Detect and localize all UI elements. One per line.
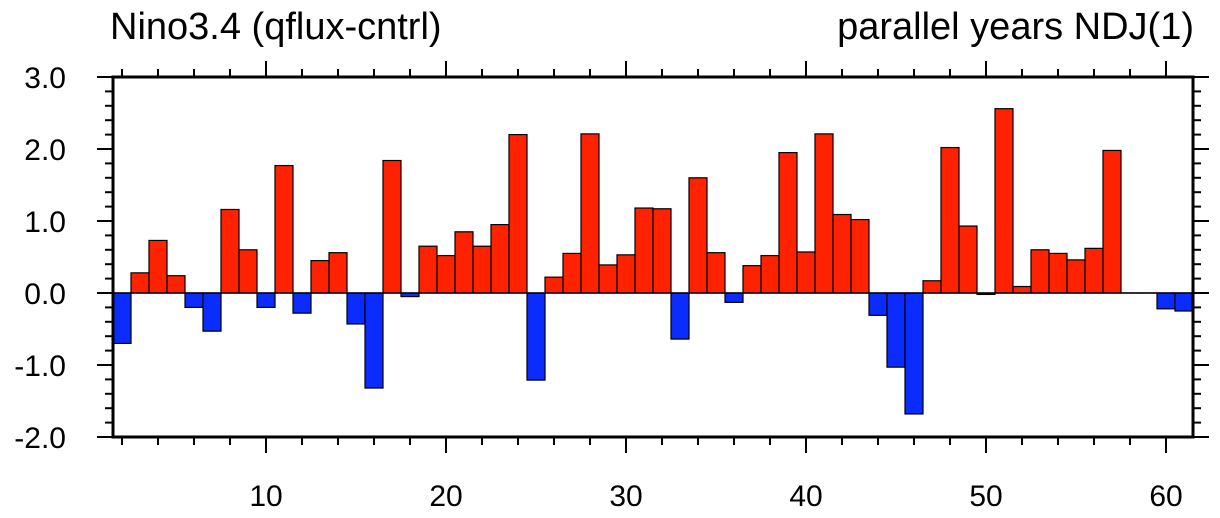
bar-25 [526,292,546,381]
bar-2 [112,292,132,345]
bar-7 [202,292,222,332]
bar-61 [1174,292,1194,312]
bar-30 [616,254,636,294]
bar-39 [778,152,798,294]
bar-3 [130,272,150,294]
bar-12 [292,292,312,314]
bar-33 [670,292,690,340]
bar-20 [436,254,456,294]
x-tick-label-30: 30 [609,480,642,513]
x-tick-label-10: 10 [249,480,282,513]
y-tick-label-0: 3.0 [24,62,66,95]
bar-51 [994,108,1014,294]
bar-10 [256,292,276,308]
bar-37 [742,265,762,294]
bar-45 [886,292,906,368]
chart-title-left: Nino3.4 (qflux-cntrl) [110,6,442,48]
x-tick-label-60: 60 [1149,480,1182,513]
bar-34 [688,177,708,294]
bar-6 [184,292,204,308]
bar-56 [1084,247,1104,294]
bar-9 [238,249,258,294]
bar-17 [382,159,402,294]
bar-55 [1066,259,1086,294]
bar-16 [364,292,384,389]
bar-19 [418,245,438,294]
chart-title-right: parallel years NDJ(1) [837,6,1194,48]
bar-52 [1012,285,1032,294]
bar-8 [220,208,240,294]
y-tick-label-5: -2.0 [14,422,66,455]
bar-53 [1030,249,1050,294]
bar-24 [508,134,528,294]
plot-frame [111,75,1195,439]
bar-43 [850,218,870,294]
bar-48 [940,146,960,294]
y-tick-label-2: 1.0 [24,206,66,239]
bar-15 [346,292,366,325]
bar-38 [760,254,780,294]
bar-4 [148,239,168,294]
bar-54 [1048,252,1068,294]
y-tick-label-1: 2.0 [24,134,66,167]
bar-57 [1102,149,1122,294]
x-tick-label-40: 40 [789,480,822,513]
bar-47 [922,280,942,294]
bar-26 [544,276,564,294]
bar-21 [454,231,474,294]
bar-13 [310,260,330,294]
bar-14 [328,252,348,294]
bar-22 [472,245,492,294]
y-tick-label-4: -1.0 [14,350,66,383]
bar-44 [868,292,888,316]
tick-labels-group: 10 20 30 40 50 60 3.0 2.0 1.0 0.0 -1.0 -2.0 [14,62,1182,513]
bar-36 [724,292,744,303]
bar-11 [274,164,294,294]
bar-27 [562,252,582,294]
bar-42 [832,213,852,294]
bar-32 [652,208,672,294]
bar-46 [904,292,924,415]
bar-28 [580,133,600,294]
y-tick-label-3: 0.0 [24,278,66,311]
bar-31 [634,207,654,294]
bar-35 [706,252,726,294]
bar-29 [598,264,618,294]
x-tick-label-20: 20 [429,480,462,513]
bar-49 [958,225,978,294]
bar-23 [490,224,510,294]
bar-41 [814,133,834,294]
bar-40 [796,251,816,294]
bar-5 [166,275,186,294]
ticks-group [97,61,1209,453]
bar-60 [1156,292,1176,310]
x-tick-label-50: 50 [969,480,1002,513]
bars-group [112,108,1194,415]
